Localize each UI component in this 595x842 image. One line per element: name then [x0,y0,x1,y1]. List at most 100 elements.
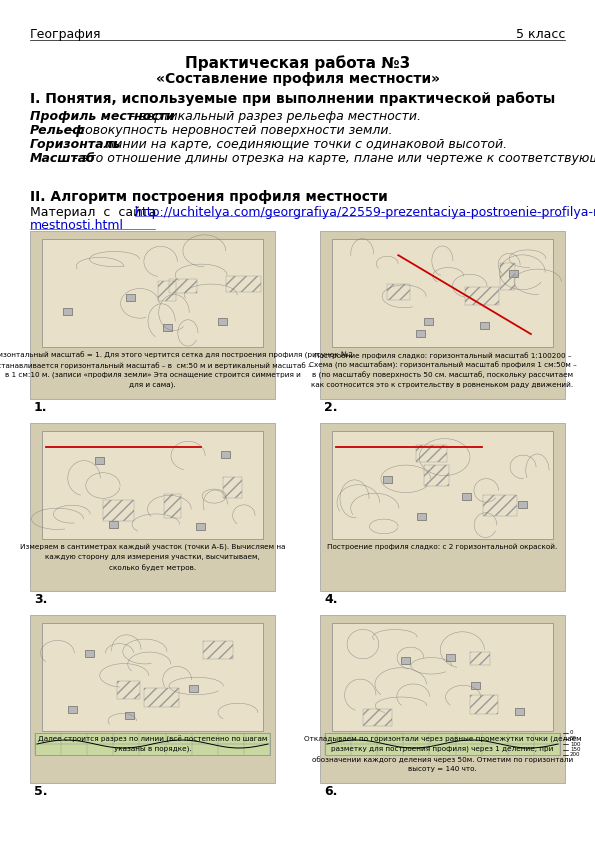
Bar [158,280,176,301]
Text: Материал  с  сайта: Материал с сайта [30,206,173,219]
Bar [416,445,447,461]
Text: 5.: 5. [34,785,48,798]
Bar [125,712,134,719]
Bar [465,287,499,305]
Text: «Составление профиля местности»: «Составление профиля местности» [155,72,440,86]
Text: - это отношение длины отрезка на карте, плане или чертеже к соответствующей ему : - это отношение длины отрезка на карте, … [69,152,595,165]
Bar [67,706,77,712]
Text: 0: 0 [570,731,574,736]
Bar [145,689,178,707]
Text: Измеряем в сантиметрах каждый участок (точки А-Б). Вычисляем на: Измеряем в сантиметрах каждый участок (т… [20,544,285,551]
Text: – линии на карте, соединяющие точки с одинаковой высотой.: – линии на карте, соединяющие точки с од… [92,138,507,151]
Text: Схема (по масштабам): горизонтальный масштаб профиля 1 см:50м –: Схема (по масштабам): горизонтальный мас… [309,362,577,370]
Bar [446,654,455,662]
Bar [402,658,411,664]
Text: 150: 150 [570,747,581,752]
Bar [320,423,565,591]
Bar [387,284,410,300]
Bar [471,682,480,690]
Bar [416,330,425,338]
Bar [470,653,490,664]
Bar [480,322,489,328]
Text: 6.: 6. [324,785,337,798]
Text: 100: 100 [570,742,581,747]
Bar [168,279,197,293]
Bar [362,709,392,727]
Text: Рельеф: Рельеф [30,124,86,137]
Text: Берётся горизонтальный масштаб = 1. Для этого чертится сетка для построения проф: Берётся горизонтальный масштаб = 1. Для … [0,352,353,360]
Text: в (по масштабу поверхность 50 см. масштаб, поскольку рассчитаем: в (по масштабу поверхность 50 см. масшта… [312,372,573,380]
Bar [85,650,94,657]
Bar [30,423,275,591]
Text: mestnosti.html: mestnosti.html [30,219,124,232]
Text: разметку для построения профиля) через 1 деление, при: разметку для построения профиля) через 1… [331,746,554,753]
Bar [332,623,553,731]
Text: II. Алгоритм построения профиля местности: II. Алгоритм построения профиля местност… [30,190,388,204]
Text: Профиль местности: Профиль местности [30,110,174,123]
Text: 4.: 4. [324,593,337,606]
Bar [196,523,205,530]
Bar [103,500,134,521]
Bar [470,695,498,713]
Text: 2.: 2. [324,401,337,414]
Text: I. Понятия, используемые при выполнении практической работы: I. Понятия, используемые при выполнении … [30,92,555,106]
Bar [325,733,560,755]
Bar [64,308,73,315]
Text: как соотносится это к строительству в ровненьком раду движений.: как соотносится это к строительству в ро… [311,382,574,388]
Text: сколько будет метров.: сколько будет метров. [109,564,196,571]
Text: http://uchitelya.com/georgrafiya/22559-prezentaciya-postroenie-profilya-relefa-: http://uchitelya.com/georgrafiya/22559-p… [134,206,595,219]
Bar [332,239,553,347]
Text: высоту = 140 что.: высоту = 140 что. [408,766,477,772]
Text: География: География [30,28,102,41]
Bar [117,680,140,699]
Bar [518,501,527,508]
Bar [515,707,524,715]
Bar [424,317,433,324]
Bar [30,615,275,783]
Text: Горизонталь: Горизонталь [30,138,121,151]
Bar [42,431,263,539]
Text: Построение профиля сладко: горизонтальный масштаб 1:100200 –: Построение профиля сладко: горизонтальны… [314,352,571,359]
Bar [226,276,261,291]
Bar [462,493,471,500]
Bar [320,615,565,783]
Bar [95,456,104,464]
Bar [42,239,263,347]
Bar [223,477,242,498]
Text: Масштаб: Масштаб [30,152,96,165]
Text: 3.: 3. [34,593,48,606]
Text: 1.: 1. [34,401,48,414]
Bar [424,465,449,486]
Text: обозначении каждого деления через 50м. Отметим по горизонтали: обозначении каждого деления через 50м. О… [312,756,573,763]
Text: Далее строится разрез по линии (всё постепенно по шагам: Далее строится разрез по линии (всё пост… [38,736,267,743]
Text: – совокупность неровностей поверхности земли.: – совокупность неровностей поверхности з… [64,124,392,137]
Bar [332,431,553,539]
Text: 5 класс: 5 класс [516,28,565,41]
Text: для и сама).: для и сама). [129,382,176,388]
Text: 200: 200 [570,753,581,758]
Bar [30,231,275,399]
Bar [42,623,263,731]
Bar [383,477,392,483]
Bar [109,520,118,528]
Bar [483,494,517,515]
Text: Откладываем по горизонтали через равные промежутки точки (делаем: Откладываем по горизонтали через равные … [303,736,581,743]
Text: 50: 50 [570,736,577,741]
Bar [500,264,515,290]
Bar [203,641,233,658]
Bar [416,513,425,520]
Text: – вертикальный разрез рельефа местности.: – вертикальный разрез рельефа местности. [125,110,421,123]
Text: в 1 см:10 м. (записи «профиля земли» Эта оснащение строится симметрия и: в 1 см:10 м. (записи «профиля земли» Эта… [5,372,300,379]
Text: каждую сторону для измерения участки, высчитываем,: каждую сторону для измерения участки, вы… [45,554,260,560]
Bar [35,733,270,755]
Bar [189,685,199,691]
Bar [221,451,230,458]
Text: Практическая работа №3: Практическая работа №3 [185,55,410,71]
Bar [164,324,173,331]
Text: Построение профиля сладко: с 2 горизонтальной окраской.: Построение профиля сладко: с 2 горизонта… [327,544,558,551]
Bar [320,231,565,399]
Bar [218,317,227,325]
Bar [164,494,181,518]
Text: указаны в порядке).: указаны в порядке). [114,746,192,753]
Bar [126,295,134,301]
